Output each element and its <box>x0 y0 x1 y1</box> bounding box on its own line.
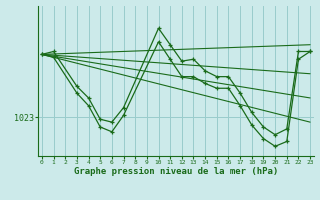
X-axis label: Graphe pression niveau de la mer (hPa): Graphe pression niveau de la mer (hPa) <box>74 167 278 176</box>
